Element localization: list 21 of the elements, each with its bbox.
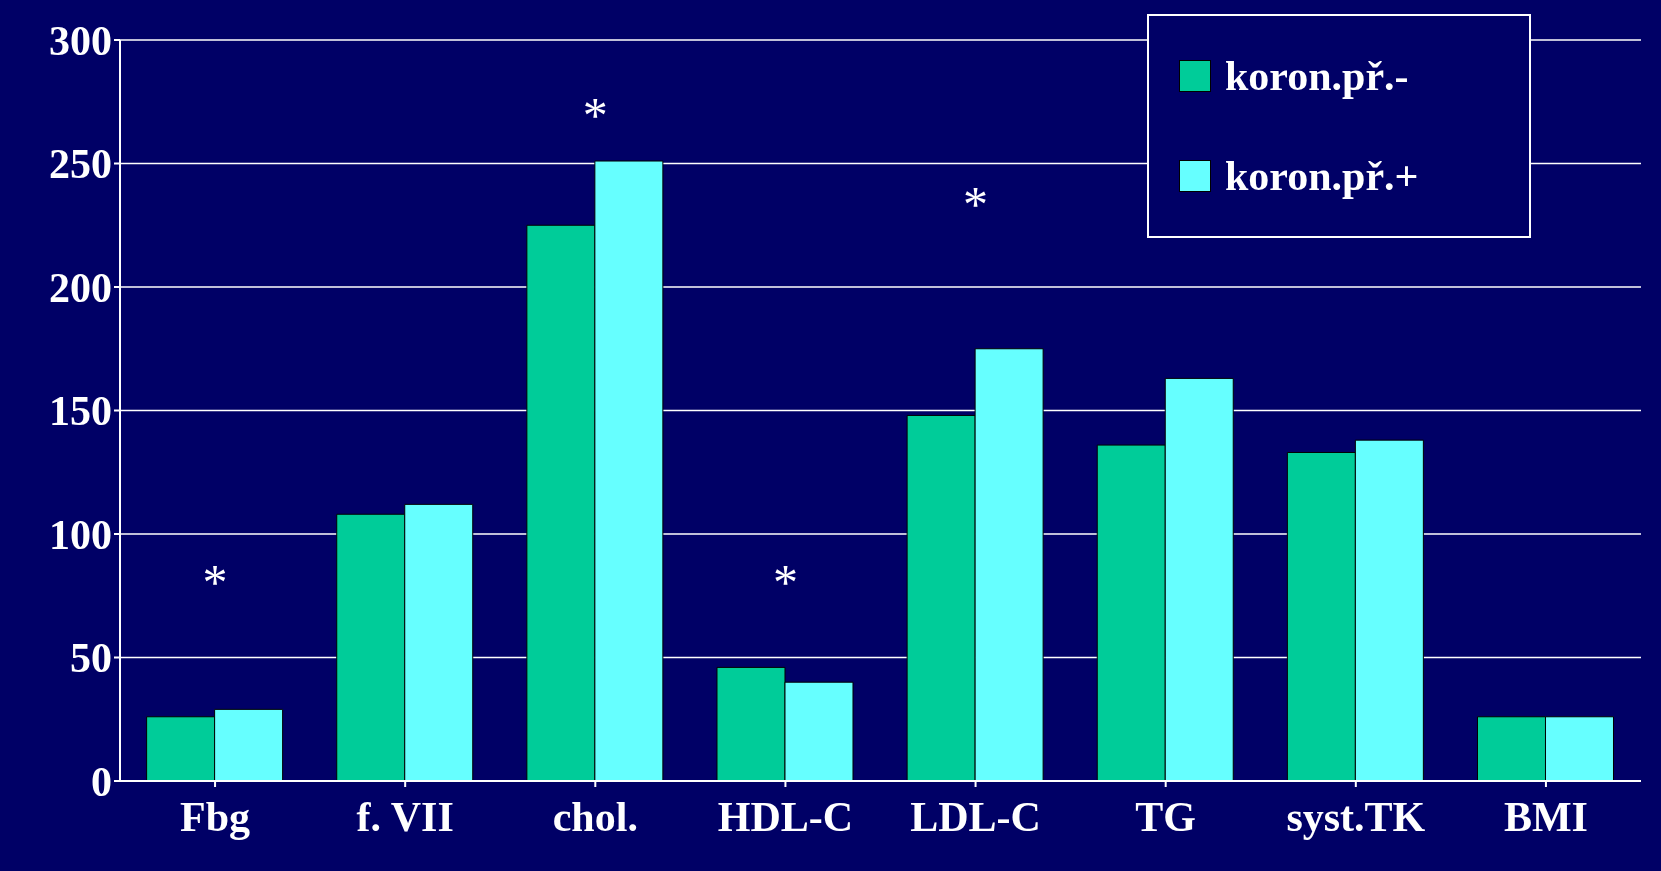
x-tick-label: LDL-C <box>910 793 1041 840</box>
annotation: * <box>202 553 228 610</box>
x-tick-label: chol. <box>552 793 638 840</box>
annotation: * <box>582 86 608 143</box>
y-tick-label: 300 <box>49 17 112 64</box>
x-tick-label: syst.TK <box>1286 793 1426 840</box>
y-tick-label: 0 <box>91 758 112 805</box>
legend-label: koron.př.- <box>1224 52 1410 101</box>
x-tick-label: f. VII <box>356 793 454 840</box>
y-tick-label: 150 <box>49 388 112 435</box>
y-tick-label: 50 <box>70 635 112 682</box>
x-tick-label: HDL-C <box>717 793 854 840</box>
legend-label: koron.př.+ <box>1224 152 1420 201</box>
y-tick-label: 200 <box>49 264 112 311</box>
x-tick-label: TG <box>1135 793 1197 840</box>
annotation: * <box>772 553 798 610</box>
y-tick-label: 100 <box>49 511 112 558</box>
annotation: * <box>963 175 989 232</box>
x-tick-label: BMI <box>1503 793 1588 840</box>
y-tick-label: 250 <box>49 141 112 188</box>
x-tick-label: Fbg <box>180 793 251 840</box>
